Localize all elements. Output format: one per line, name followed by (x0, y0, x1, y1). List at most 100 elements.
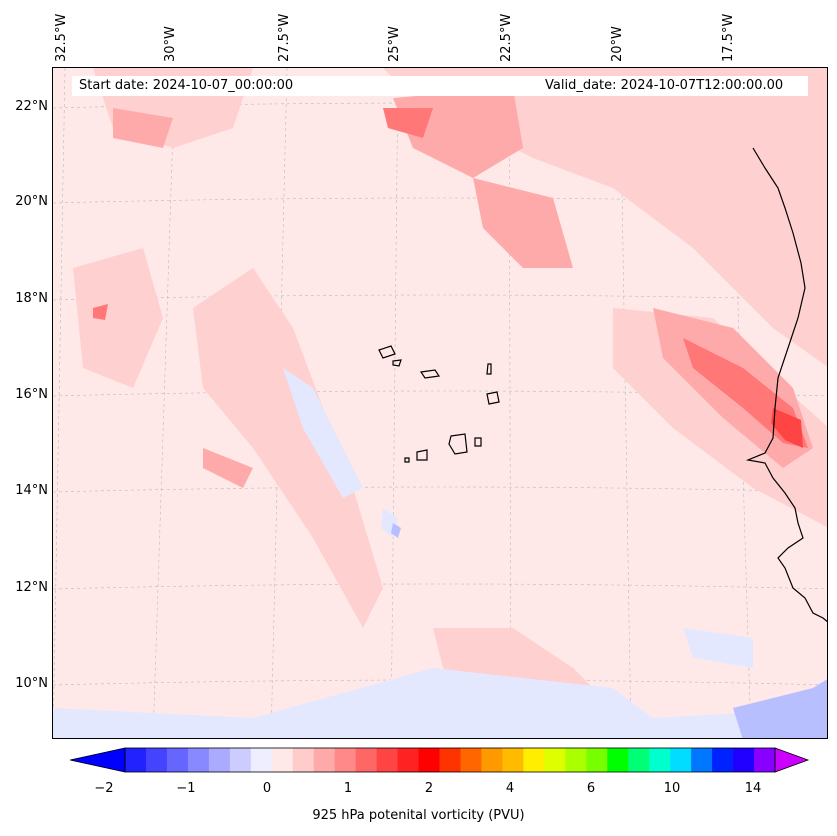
pv-contour (643, 78, 753, 248)
colorbar-cell (313, 748, 336, 772)
colorbar-tick-label: −2 (94, 781, 114, 796)
colorbar-cell (125, 748, 147, 772)
colorbar-tick-label: 6 (586, 781, 596, 796)
colorbar-cell (376, 748, 399, 772)
info-box (72, 76, 808, 96)
colorbar-cell (334, 748, 357, 772)
island (474, 437, 482, 447)
colorbar-cell (523, 748, 545, 772)
lon-label: 20°W (610, 26, 625, 62)
lat-label: 22°N (15, 99, 48, 114)
lat-label: 14°N (15, 483, 48, 498)
lat-line (53, 294, 827, 301)
pv-field-map[interactable] (53, 68, 828, 739)
colorbar-cell (208, 748, 231, 772)
lat-line (53, 583, 827, 590)
lon-label: 27.5°W (277, 13, 292, 62)
pv-contour (473, 178, 573, 268)
island (486, 391, 500, 405)
island (448, 433, 468, 455)
lon-label: 30°W (163, 26, 178, 62)
colorbar-cell (670, 748, 692, 772)
pv-contour (383, 108, 433, 138)
cape-verde-islands (378, 345, 500, 463)
lat-label: 20°N (15, 194, 48, 209)
lon-label: 17.5°W (721, 13, 736, 62)
pv-contour (73, 248, 163, 388)
map-panel[interactable] (52, 67, 828, 739)
colorbar-tick-label: 4 (505, 781, 515, 796)
island (486, 363, 492, 375)
pv-contour (203, 448, 253, 488)
island (416, 449, 428, 461)
colorbar-cell (691, 748, 713, 772)
colorbar-tick-label: 0 (262, 781, 272, 796)
pv-contour (193, 268, 383, 628)
colorbar-tick-label: −1 (176, 781, 196, 796)
pv-contour (391, 523, 401, 538)
island (404, 457, 410, 463)
colorbar-cell (628, 748, 650, 772)
lat-label: 10°N (15, 676, 48, 691)
colorbar-cell (271, 748, 294, 772)
lon-label: 22.5°W (499, 13, 514, 62)
lon-line (619, 68, 632, 738)
colorbar-cell (250, 748, 273, 772)
pv-contour (683, 628, 753, 668)
lat-line (53, 390, 827, 397)
colorbar-cell (481, 748, 503, 772)
colorbar-cell (544, 748, 566, 772)
colorbar-tick-label: 10 (663, 781, 681, 796)
colorbar-cell (460, 748, 482, 772)
colorbar-max-arrow (774, 747, 810, 773)
colorbar-cell (586, 748, 608, 772)
colorbar-cell (607, 748, 629, 772)
pv-negative-strong-areas (391, 523, 827, 738)
colorbar (70, 747, 810, 773)
colorbar-cell (229, 748, 252, 772)
pv-contour (771, 408, 803, 448)
colorbar-cell (355, 748, 378, 772)
start-date-label: Start date: 2024-10-07_00:00:00 (79, 78, 294, 93)
colorbar-cell (565, 748, 587, 772)
island (392, 359, 402, 367)
colorbar-cell (397, 748, 420, 772)
pv-contour (53, 668, 827, 738)
colorbar-cell (439, 748, 461, 772)
colorbar-tick-label: 1 (343, 781, 353, 796)
colorbar-tick-label: 14 (744, 781, 762, 796)
coastline (745, 147, 827, 623)
lat-label: 18°N (15, 291, 48, 306)
colorbar-cell (649, 748, 671, 772)
pv-contour (113, 108, 173, 148)
lat-line (53, 197, 827, 204)
colorbar-cell (712, 748, 734, 772)
lon-line (152, 68, 176, 738)
valid-date-label: Valid_date: 2024-10-07T12:00:00.00 (545, 78, 784, 93)
colorbar-min-arrow (70, 747, 126, 773)
pv-contour (283, 368, 363, 498)
colorbar-cell (502, 748, 524, 772)
pv-contour (733, 679, 827, 738)
colorbar-cell (292, 748, 315, 772)
colorbar-label: 925 hPa potenital vorticity (PVU) (312, 808, 525, 823)
lon-line (390, 68, 399, 738)
colorbar-cell (187, 748, 210, 772)
lon-line (53, 68, 66, 738)
lat-label: 16°N (15, 387, 48, 402)
lat-line (53, 486, 827, 493)
lat-line (53, 679, 827, 686)
lat-label: 12°N (15, 580, 48, 595)
colorbar-cell (145, 748, 168, 772)
colorbar-frame (124, 747, 776, 773)
colorbar-tick-label: 2 (424, 781, 434, 796)
pv-contour (93, 304, 108, 320)
island (419, 369, 441, 379)
colorbar-cell (733, 748, 755, 772)
pv-peak-areas (771, 408, 803, 448)
colorbar-cell (754, 748, 776, 772)
lon-label: 25°W (387, 26, 402, 62)
colorbar-cells (125, 748, 776, 772)
island (378, 345, 396, 359)
colorbar-cell (418, 748, 441, 772)
